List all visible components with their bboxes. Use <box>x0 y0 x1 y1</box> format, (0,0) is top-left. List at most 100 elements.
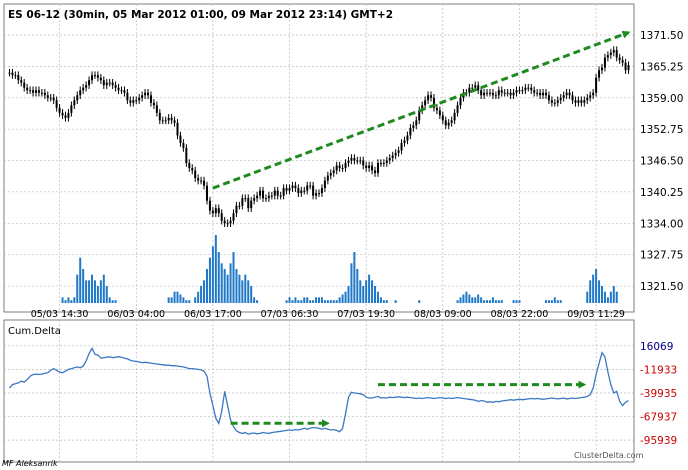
candle-body <box>91 75 94 81</box>
candle-body <box>152 102 155 106</box>
candle-body <box>138 97 141 101</box>
candle-body <box>512 92 515 96</box>
candle-body <box>559 97 562 101</box>
candle-body <box>447 122 450 126</box>
candle-body <box>480 90 483 96</box>
volume-bar <box>353 252 356 303</box>
candle-body <box>8 72 11 74</box>
candle-body <box>120 90 123 92</box>
candle-body <box>17 75 20 81</box>
candle-body <box>400 142 403 151</box>
volume-bar <box>256 300 259 303</box>
candle-body <box>135 100 138 102</box>
candle-body <box>435 107 438 111</box>
candle-body <box>444 120 447 126</box>
volume-bar <box>300 300 303 303</box>
candle-body <box>515 90 518 93</box>
candle-body <box>285 188 288 191</box>
volume-bar <box>371 280 374 303</box>
candle-body <box>474 85 477 88</box>
candle-body <box>276 190 279 196</box>
volume-bar <box>335 300 338 303</box>
volume-bar <box>306 297 309 303</box>
volume-bar <box>609 291 612 303</box>
volume-bar <box>385 300 388 303</box>
candle-body <box>229 220 232 224</box>
volume-bar <box>459 297 462 303</box>
volume-bar <box>294 297 297 303</box>
candle-body <box>11 72 14 76</box>
candle-body <box>471 87 474 89</box>
volume-bar <box>200 286 203 303</box>
candle-body <box>374 170 377 174</box>
volume-bar <box>359 280 362 303</box>
candle-body <box>362 160 365 166</box>
candle-body <box>500 90 503 93</box>
cum-delta-series-line <box>9 347 629 435</box>
candle-body <box>409 127 412 136</box>
volume-bar <box>547 300 550 303</box>
volume-bar <box>99 280 102 303</box>
volume-bar <box>194 297 197 303</box>
candle-body <box>606 55 609 58</box>
candle-body <box>203 180 206 186</box>
volume-bar <box>356 269 359 303</box>
volume-bar <box>374 286 377 303</box>
x-tick-label: 06/03 04:00 <box>107 309 165 320</box>
candle-body <box>612 50 615 53</box>
candle-body <box>309 185 312 187</box>
candle-body <box>102 80 105 86</box>
candle-body <box>200 180 203 182</box>
candle-body <box>205 185 208 201</box>
candle-body <box>197 178 200 181</box>
volume-bar <box>368 274 371 303</box>
candle-body <box>441 115 444 121</box>
volume-bar <box>477 294 480 303</box>
candle-body <box>347 160 350 164</box>
candle-body <box>453 112 456 121</box>
volume-bar <box>312 300 315 303</box>
candle-body <box>303 190 306 192</box>
volume-bar <box>332 300 335 303</box>
candle-body <box>32 90 35 93</box>
candle-body <box>67 112 70 118</box>
x-tick-label: 07/03 06:30 <box>261 309 319 320</box>
candle-body <box>394 152 397 156</box>
candle-body <box>326 175 329 181</box>
candle-body <box>167 117 170 121</box>
price-y-tick-label: 1327.75 <box>640 250 683 262</box>
volume-bar <box>167 297 170 303</box>
volume-bar <box>512 300 515 303</box>
candle-body <box>421 105 424 111</box>
price-trend-arrow <box>212 30 631 190</box>
volume-bar <box>394 300 397 303</box>
candle-body <box>241 198 244 206</box>
volume-bar <box>586 291 589 303</box>
candle-body <box>108 82 111 84</box>
candle-body <box>359 160 362 162</box>
candle-body <box>589 95 592 98</box>
delta-y-tick-label: 16069 <box>640 341 673 353</box>
candle-body <box>282 188 285 196</box>
volume-bar <box>559 300 562 303</box>
volume-bar <box>347 286 350 303</box>
candle-body <box>312 185 315 196</box>
candle-body <box>403 140 406 143</box>
candle-body <box>418 110 421 121</box>
delta-panel-frame <box>3 319 635 463</box>
volume-bar <box>462 294 465 303</box>
candle-body <box>93 75 96 77</box>
candle-body <box>273 190 276 196</box>
volume-bars <box>61 235 618 303</box>
volume-bar <box>600 286 603 303</box>
candle-body <box>55 100 58 108</box>
candle-body <box>23 82 26 88</box>
candle-body <box>76 95 79 101</box>
candle-body <box>524 87 527 91</box>
candle-body <box>26 87 29 91</box>
x-axis-labels: 05/03 14:30 06/03 04:00 06/03 17:00 07/03 0… <box>31 309 625 320</box>
volume-bar <box>318 297 320 303</box>
volume-bar <box>468 294 471 303</box>
candle-body <box>235 205 238 214</box>
candle-body <box>58 107 61 113</box>
